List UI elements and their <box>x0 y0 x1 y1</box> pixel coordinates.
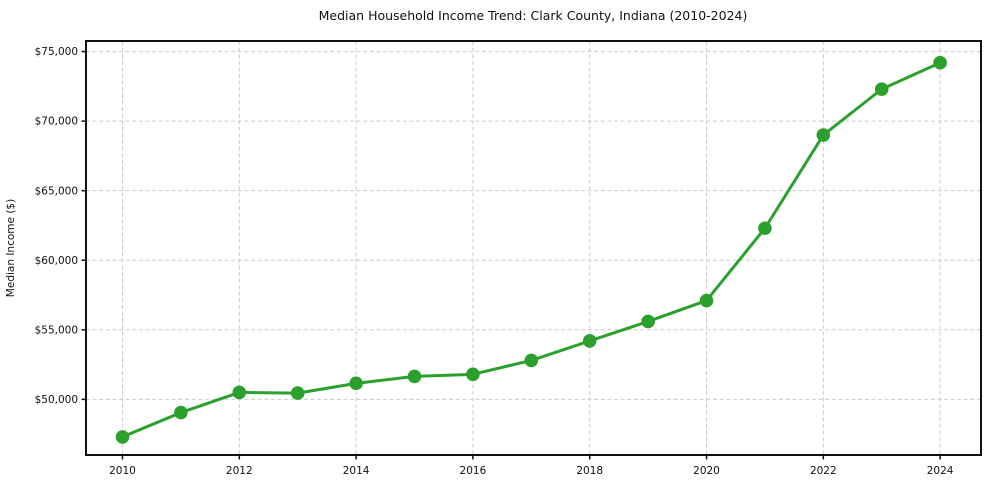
data-point-marker <box>407 369 422 384</box>
plot-frame <box>85 40 982 456</box>
data-point-marker <box>174 405 188 420</box>
data-point-marker <box>641 314 655 329</box>
y-tick-label: $55,000 <box>35 324 78 336</box>
data-point-marker <box>232 385 247 400</box>
x-tick-label: 2012 <box>226 465 253 477</box>
y-tick-label: $65,000 <box>35 185 78 197</box>
data-point-marker <box>466 367 480 382</box>
y-axis-label: Median Income ($) <box>5 199 17 297</box>
data-point-marker <box>758 221 772 236</box>
y-tick-label: $60,000 <box>35 255 78 267</box>
trend-line <box>121 61 942 439</box>
data-point-marker <box>699 293 714 308</box>
x-tick-label: 2010 <box>109 465 136 477</box>
data-point-marker <box>933 55 947 70</box>
x-tick-label: 2018 <box>576 465 603 477</box>
x-tick-label: 2014 <box>343 465 370 477</box>
x-tick-label: 2022 <box>810 465 837 477</box>
x-tick-label: 2024 <box>927 465 954 477</box>
data-point-marker <box>816 128 831 142</box>
x-tick-label: 2020 <box>693 465 720 477</box>
data-point-marker <box>115 430 130 444</box>
data-series-layer <box>115 55 947 444</box>
y-tick-label: $70,000 <box>35 116 78 128</box>
grid-layer <box>86 41 981 455</box>
y-tick-label: $50,000 <box>35 394 78 406</box>
data-point-marker <box>290 386 305 400</box>
data-point-marker <box>349 376 363 391</box>
data-point-marker <box>582 334 597 348</box>
y-tick-label: $75,000 <box>35 46 78 58</box>
chart-title: Median Household Income Trend: Clark Cou… <box>319 8 748 23</box>
data-point-marker <box>874 82 889 96</box>
x-tick-label: 2016 <box>460 465 487 477</box>
axis-layer: $50,000 $55,000 $60,000 $65,000 $70,000 $75,0… <box>35 46 954 477</box>
data-point-marker <box>524 353 539 368</box>
